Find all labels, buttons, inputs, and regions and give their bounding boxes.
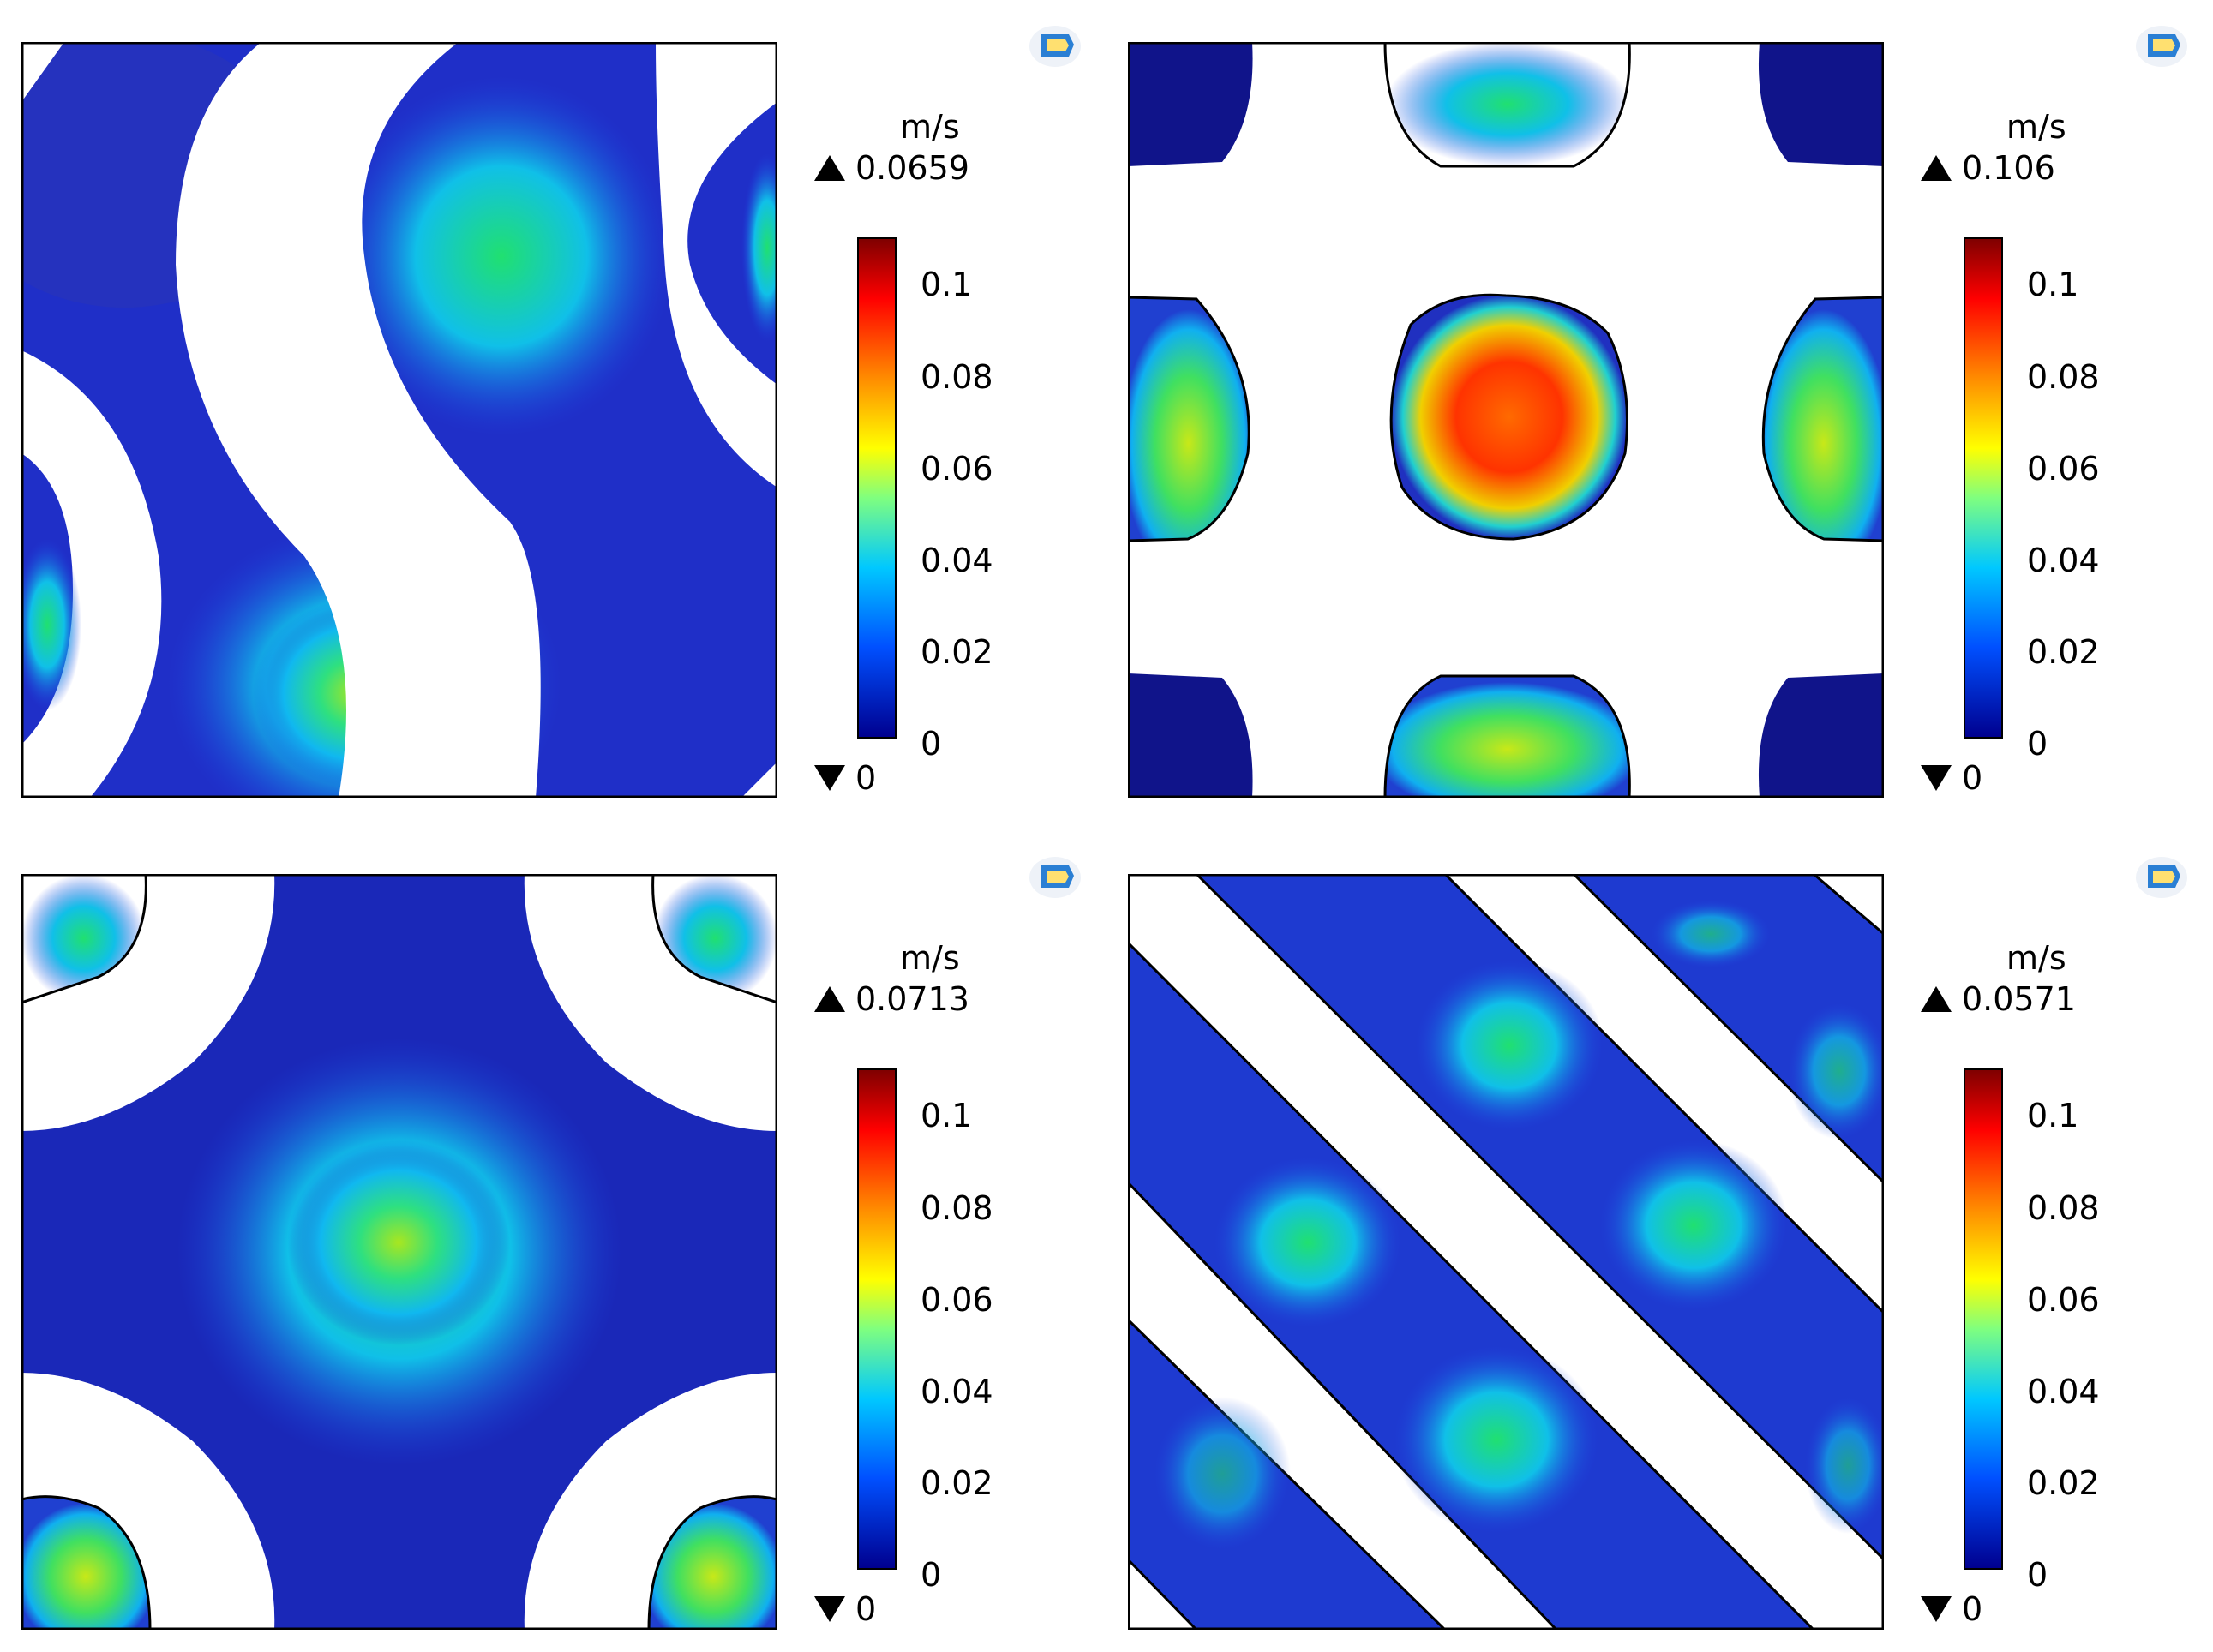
triangle-up-icon — [814, 986, 845, 1012]
min-value-row: 0 — [814, 1590, 876, 1628]
colorbar — [857, 1068, 897, 1570]
triangle-up-icon — [1921, 986, 1952, 1012]
min-value-row: 0 — [1921, 759, 1982, 797]
app-logo-icon — [1024, 19, 1086, 70]
colorbar-tick: 0.1 — [2027, 266, 2079, 303]
colorbar-tick: 0.06 — [921, 1281, 993, 1319]
colorbar-tick: 0.04 — [2027, 1373, 2100, 1410]
unit-label: m/s — [2006, 939, 2066, 977]
colorbar-tick: 0.02 — [2027, 1464, 2100, 1502]
colorbar-tick: 0.02 — [921, 633, 993, 671]
velocity-plot — [1128, 42, 1884, 798]
colorbar-tick: 0.08 — [2027, 1189, 2100, 1227]
max-value-row: 0.0659 — [814, 149, 969, 187]
triangle-up-icon — [814, 155, 845, 181]
colorbar-tick: 0.08 — [921, 1189, 993, 1227]
unit-label: m/s — [900, 939, 960, 977]
max-value: 0.0659 — [855, 149, 969, 187]
max-value-row: 0.0713 — [814, 980, 969, 1018]
velocity-plot — [1128, 874, 1884, 1630]
colorbar-legend: m/s 0.106 0.1 0.08 0.06 0.04 0.02 0 0 — [1921, 103, 2195, 805]
triangle-up-icon — [1921, 155, 1952, 181]
max-value: 0.0571 — [1962, 980, 2076, 1018]
min-value-row: 0 — [814, 759, 876, 797]
panel-top-right: m/s 0.106 0.1 0.08 0.06 0.04 0.02 0 0 — [1106, 0, 2213, 826]
colorbar-tick: 0.02 — [921, 1464, 993, 1502]
unit-label: m/s — [900, 108, 960, 146]
max-value-row: 0.0571 — [1921, 980, 2076, 1018]
max-value: 0.106 — [1962, 149, 2055, 187]
colorbar-tick: 0 — [2027, 1556, 2048, 1594]
colorbar-tick: 0.08 — [921, 358, 993, 396]
min-value: 0 — [1962, 759, 1983, 797]
unit-label: m/s — [2006, 108, 2066, 146]
max-value-row: 0.106 — [1921, 149, 2055, 187]
colorbar-legend: m/s 0.0713 0.1 0.08 0.06 0.04 0.02 0 0 — [814, 934, 1089, 1637]
colorbar — [857, 237, 897, 739]
colorbar-tick: 0.1 — [2027, 1097, 2079, 1134]
app-logo-icon — [2131, 19, 2192, 70]
colorbar-tick: 0.08 — [2027, 358, 2100, 396]
velocity-plot — [21, 874, 777, 1630]
colorbar-tick: 0.04 — [2027, 542, 2100, 579]
panel-bottom-left: m/s 0.0713 0.1 0.08 0.06 0.04 0.02 0 0 — [0, 826, 1106, 1652]
triangle-down-icon — [814, 765, 845, 791]
app-logo-icon — [1024, 850, 1086, 901]
panel-bottom-right: m/s 0.0571 0.1 0.08 0.06 0.04 0.02 0 0 — [1106, 826, 2213, 1652]
triangle-down-icon — [814, 1596, 845, 1622]
colorbar-tick: 0.04 — [921, 542, 993, 579]
colorbar-legend: m/s 0.0659 0.1 0.08 0.06 0.04 0.02 0 0 — [814, 103, 1089, 805]
min-value: 0 — [855, 1590, 877, 1628]
colorbar-tick: 0 — [2027, 725, 2048, 763]
colorbar-tick: 0.04 — [921, 1373, 993, 1410]
min-value: 0 — [1962, 1590, 1983, 1628]
triangle-down-icon — [1921, 1596, 1952, 1622]
colorbar-tick: 0.02 — [2027, 633, 2100, 671]
colorbar-legend: m/s 0.0571 0.1 0.08 0.06 0.04 0.02 0 0 — [1921, 934, 2195, 1637]
colorbar-tick: 0.1 — [921, 266, 973, 303]
triangle-down-icon — [1921, 765, 1952, 791]
min-value: 0 — [855, 759, 877, 797]
colorbar-tick: 0.06 — [921, 450, 993, 488]
max-value: 0.0713 — [855, 980, 969, 1018]
colorbar-tick: 0 — [921, 725, 942, 763]
colorbar-tick: 0.06 — [2027, 1281, 2100, 1319]
colorbar-tick: 0.1 — [921, 1097, 973, 1134]
colorbar-tick: 0.06 — [2027, 450, 2100, 488]
app-logo-icon — [2131, 850, 2192, 901]
colorbar — [1964, 1068, 2003, 1570]
colorbar-tick: 0 — [921, 1556, 942, 1594]
min-value-row: 0 — [1921, 1590, 1982, 1628]
velocity-plot — [21, 42, 777, 798]
panel-top-left: m/s 0.0659 0.1 0.08 0.06 0.04 0.02 0 0 — [0, 0, 1106, 826]
colorbar — [1964, 237, 2003, 739]
